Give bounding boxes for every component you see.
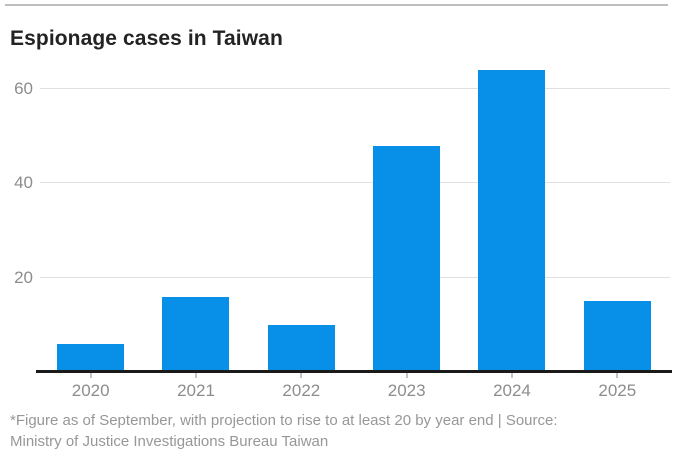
- bar-column-2022: [249, 55, 354, 372]
- gridline-40: [40, 182, 670, 184]
- x-axis-label-2022: 2022: [282, 381, 321, 400]
- x-axis-label-2021: 2021: [177, 381, 215, 400]
- top-divider-rule: [5, 4, 668, 6]
- x-axis-tick-marks: [38, 373, 670, 379]
- tick-column-2024: [459, 373, 564, 379]
- x-axis-line: [36, 370, 672, 373]
- bar-column-2025: [565, 55, 670, 372]
- x-axis-tick-2025: [616, 373, 619, 378]
- chart-footnote: *Figure as of September, with projection…: [10, 410, 665, 452]
- x-axis-tick-2024: [510, 373, 513, 378]
- tick-column-2021: [143, 373, 248, 379]
- x-axis-label-2023: 2023: [387, 381, 426, 400]
- bar-column-2024: [459, 55, 564, 372]
- x-axis-label-2020: 2020: [71, 381, 110, 400]
- bar-column-2023: [354, 55, 459, 372]
- x-axis-tick-2021: [194, 373, 197, 378]
- tick-column-2022: [249, 373, 354, 379]
- tick-column-2020: [38, 373, 143, 379]
- bar-2022: [267, 324, 335, 372]
- y-axis-label-20: 20: [14, 267, 33, 287]
- bar-2024: [478, 70, 546, 372]
- x-axis-labels: 2020 2021 2022 2023 2024 2025: [38, 381, 670, 401]
- gridline-20: [40, 276, 670, 278]
- bar-column-2020: [38, 55, 143, 372]
- bar-series: [38, 55, 670, 372]
- x-axis-tick-2023: [405, 373, 408, 378]
- bar-2025: [583, 301, 651, 372]
- y-axis-label-60: 60: [14, 79, 33, 98]
- y-axis-label-40: 40: [14, 173, 33, 193]
- bar-column-2021: [143, 55, 248, 372]
- x-axis-label-2025: 2025: [598, 381, 637, 400]
- bar-2020: [57, 343, 125, 372]
- gridline-60: [40, 88, 670, 89]
- x-axis-tick-2020: [89, 373, 92, 378]
- tick-column-2023: [354, 373, 459, 379]
- tick-column-2025: [565, 373, 670, 379]
- bar-2021: [162, 296, 230, 372]
- plot-area: [38, 55, 670, 372]
- x-axis-label-2024: 2024: [493, 381, 531, 400]
- footnote-line-1: *Figure as of September, with projection…: [10, 412, 558, 429]
- footnote-line-2: Ministry of Justice Investigations Burea…: [10, 433, 329, 450]
- x-axis-tick-2022: [300, 373, 303, 378]
- bar-2023: [373, 145, 441, 372]
- chart-title: Espionage cases in Taiwan: [10, 27, 283, 51]
